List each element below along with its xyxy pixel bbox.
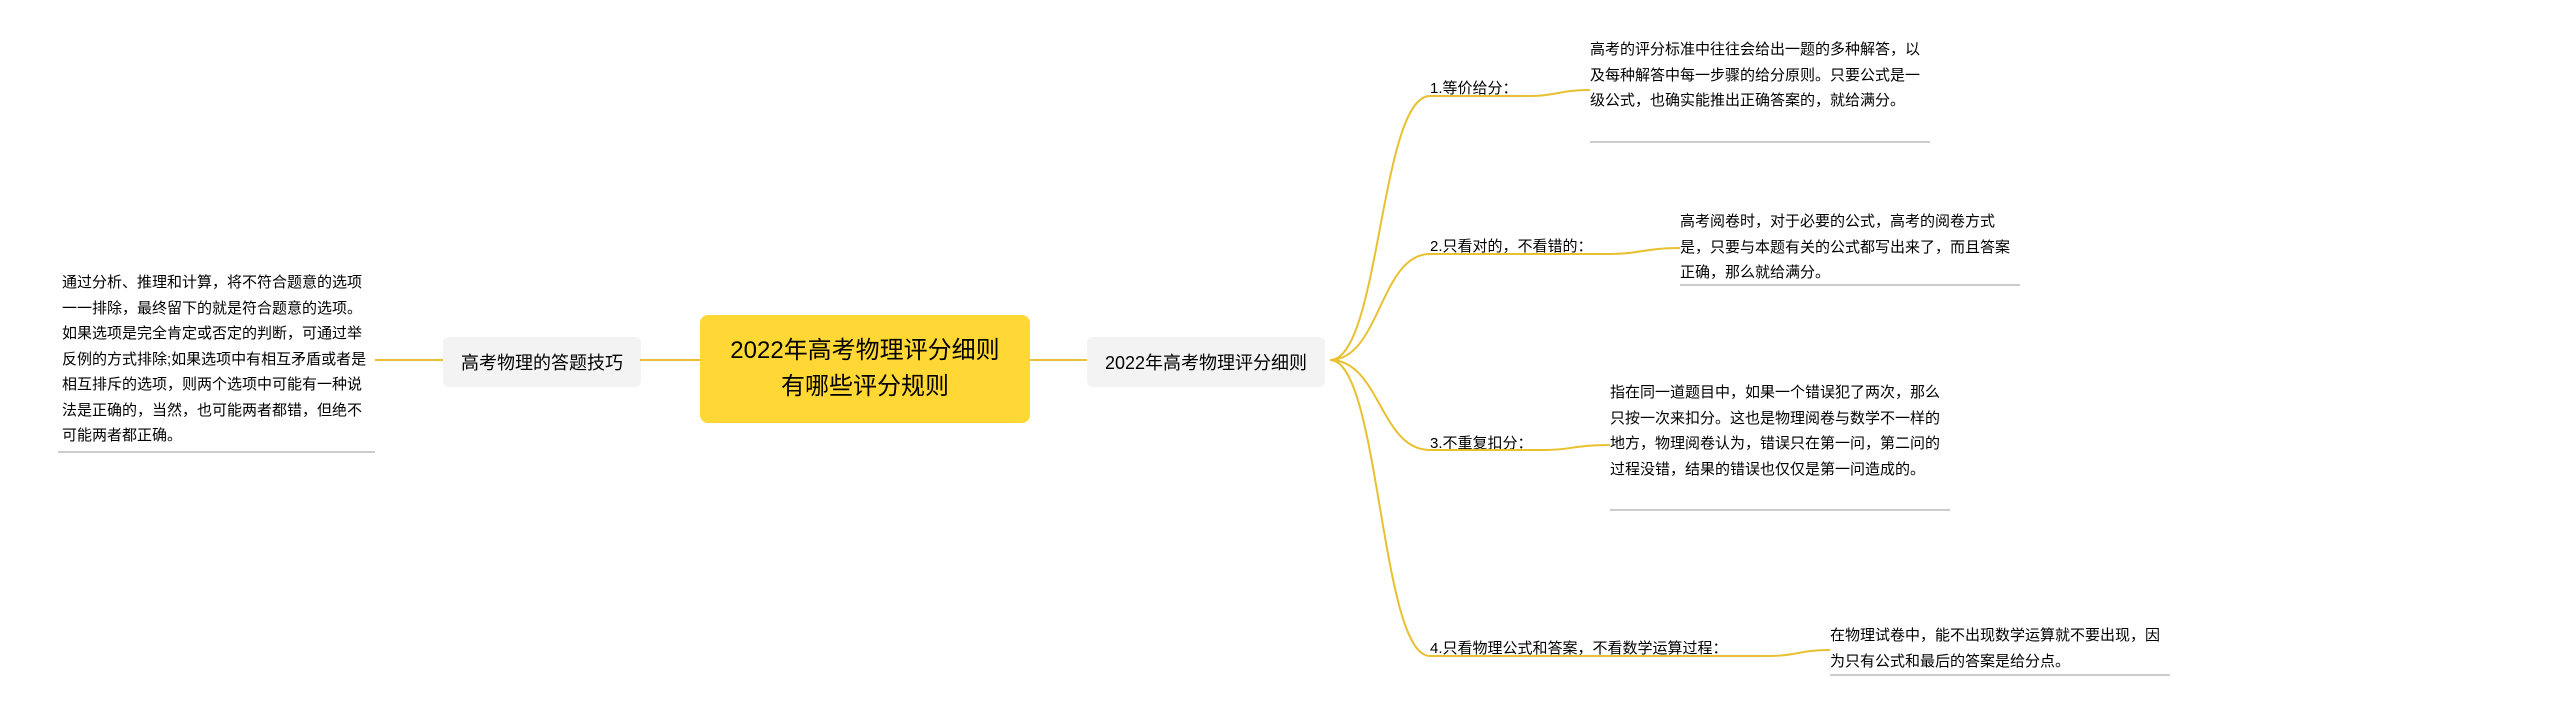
right-item-3-label: 3.不重复扣分： (1430, 432, 1533, 453)
left-branch-label: 高考物理的答题技巧 (461, 349, 623, 375)
right-item-1-desc: 高考的评分标准中往往会给出一题的多种解答，以及每种解答中每一步骤的给分原则。只要… (1590, 37, 1930, 114)
right-branch: 2022年高考物理评分细则 (1087, 337, 1325, 387)
right-item-4-label-text: 4.只看物理公式和答案，不看数学运算过程： (1430, 637, 1728, 658)
root-title-line2: 有哪些评分规则 (730, 369, 999, 405)
right-item-3-desc: 指在同一道题目中，如果一个错误犯了两次，那么只按一次来扣分。这也是物理阅卷与数学… (1610, 380, 1950, 482)
left-desc-text: 通过分析、推理和计算，将不符合题意的选项一一排除，最终留下的就是符合题意的选项。… (62, 270, 372, 449)
right-item-1-label: 1.等价给分： (1430, 77, 1518, 98)
right-item-4-label: 4.只看物理公式和答案，不看数学运算过程： (1430, 637, 1728, 658)
right-item-3-desc-text: 指在同一道题目中，如果一个错误犯了两次，那么只按一次来扣分。这也是物理阅卷与数学… (1610, 380, 1950, 482)
left-desc: 通过分析、推理和计算，将不符合题意的选项一一排除，最终留下的就是符合题意的选项。… (62, 270, 372, 449)
left-branch: 高考物理的答题技巧 (443, 337, 641, 387)
right-item-2-desc: 高考阅卷时，对于必要的公式，高考的阅卷方式是，只要与本题有关的公式都写出来了，而… (1680, 209, 2020, 286)
right-item-4-desc-text: 在物理试卷中，能不出现数学运算就不要出现，因为只有公式和最后的答案是给分点。 (1830, 623, 2170, 674)
right-item-4-desc: 在物理试卷中，能不出现数学运算就不要出现，因为只有公式和最后的答案是给分点。 (1830, 623, 2170, 674)
right-item-2-desc-text: 高考阅卷时，对于必要的公式，高考的阅卷方式是，只要与本题有关的公式都写出来了，而… (1680, 209, 2020, 286)
right-branch-label: 2022年高考物理评分细则 (1105, 349, 1307, 375)
right-item-1-desc-text: 高考的评分标准中往往会给出一题的多种解答，以及每种解答中每一步骤的给分原则。只要… (1590, 37, 1930, 114)
right-item-3-label-text: 3.不重复扣分： (1430, 432, 1533, 453)
root-node: 2022年高考物理评分细则 有哪些评分规则 (700, 315, 1030, 423)
right-item-2-label: 2.只看对的，不看错的： (1430, 235, 1593, 256)
right-item-2-label-text: 2.只看对的，不看错的： (1430, 235, 1593, 256)
root-title-line1: 2022年高考物理评分细则 (730, 333, 999, 369)
right-item-1-label-text: 1.等价给分： (1430, 77, 1518, 98)
